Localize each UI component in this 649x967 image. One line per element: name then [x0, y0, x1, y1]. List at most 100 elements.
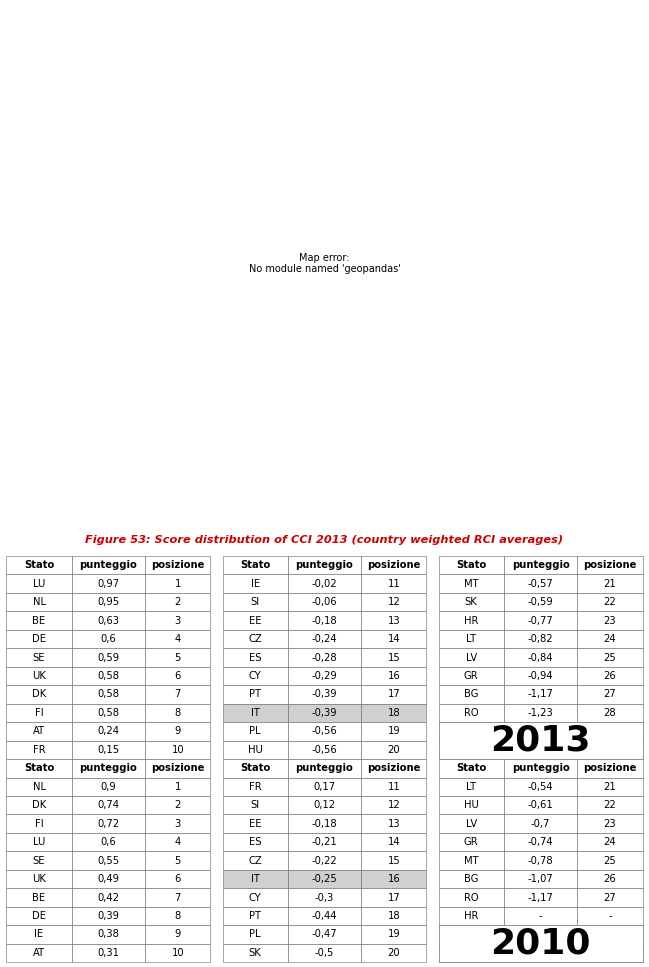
Text: 0,15: 0,15	[97, 745, 119, 755]
Text: DE: DE	[32, 634, 46, 644]
Text: EE: EE	[249, 616, 262, 626]
Bar	[578, 759, 643, 777]
Bar	[6, 814, 71, 833]
Text: 22: 22	[604, 598, 617, 607]
Text: 5: 5	[175, 653, 181, 662]
Bar	[71, 759, 145, 777]
Text: Stato: Stato	[456, 763, 486, 774]
Bar	[288, 907, 361, 925]
Text: 23: 23	[604, 616, 617, 626]
Bar	[288, 796, 361, 814]
Bar	[6, 851, 71, 870]
Text: LU: LU	[33, 578, 45, 589]
Text: 0,95: 0,95	[97, 598, 119, 607]
Text: DE: DE	[32, 911, 46, 921]
Bar	[6, 944, 71, 962]
Text: 0,55: 0,55	[97, 856, 119, 865]
Bar	[504, 796, 578, 814]
Bar	[361, 630, 426, 648]
Text: 0,6: 0,6	[101, 634, 116, 644]
Bar	[578, 851, 643, 870]
Text: 0,74: 0,74	[97, 801, 119, 810]
Text: BG: BG	[464, 689, 478, 699]
Text: -0,94: -0,94	[528, 671, 554, 681]
Text: 0,59: 0,59	[97, 653, 119, 662]
Bar	[71, 889, 145, 907]
Text: -0,25: -0,25	[312, 874, 337, 884]
Bar	[71, 593, 145, 611]
Bar	[145, 889, 210, 907]
Bar	[223, 574, 288, 593]
Bar	[6, 593, 71, 611]
Text: -0,7: -0,7	[531, 819, 550, 829]
Bar	[439, 704, 504, 722]
Bar	[223, 722, 288, 741]
Bar	[71, 796, 145, 814]
Bar	[439, 741, 504, 759]
Text: -0,77: -0,77	[528, 616, 554, 626]
Bar	[361, 648, 426, 667]
Bar	[578, 870, 643, 889]
Bar	[439, 611, 504, 630]
Text: 0,58: 0,58	[97, 708, 119, 718]
Bar	[6, 722, 71, 741]
Bar	[223, 944, 288, 962]
Bar	[578, 907, 643, 925]
Bar	[361, 667, 426, 686]
Bar	[71, 630, 145, 648]
Bar	[439, 925, 504, 944]
Text: GR: GR	[464, 671, 478, 681]
Text: DK: DK	[32, 801, 46, 810]
Text: AT: AT	[33, 726, 45, 737]
Text: 17: 17	[387, 893, 400, 902]
Text: punteggio: punteggio	[296, 560, 353, 571]
Bar	[71, 851, 145, 870]
Text: 27: 27	[604, 893, 617, 902]
Bar	[71, 833, 145, 851]
Text: MT: MT	[464, 578, 478, 589]
Text: 1: 1	[175, 578, 181, 589]
Text: UK: UK	[32, 671, 46, 681]
Text: 6: 6	[175, 671, 181, 681]
Bar	[504, 870, 578, 889]
Text: SI: SI	[251, 598, 260, 607]
Bar	[288, 759, 361, 777]
Bar	[6, 648, 71, 667]
Text: Stato: Stato	[240, 763, 270, 774]
Bar	[439, 870, 504, 889]
Text: posizione: posizione	[583, 763, 637, 774]
Bar	[578, 667, 643, 686]
Text: 8: 8	[175, 911, 181, 921]
Bar	[6, 611, 71, 630]
Text: IT: IT	[251, 708, 260, 718]
Bar	[145, 686, 210, 704]
Text: 11: 11	[387, 781, 400, 792]
Text: 0,58: 0,58	[97, 671, 119, 681]
Bar	[361, 686, 426, 704]
Bar	[361, 796, 426, 814]
Bar	[439, 777, 504, 796]
Text: 8: 8	[175, 708, 181, 718]
Bar	[6, 574, 71, 593]
Bar	[145, 925, 210, 944]
Bar	[6, 889, 71, 907]
Text: 0,38: 0,38	[97, 929, 119, 940]
Bar	[223, 611, 288, 630]
Bar	[145, 870, 210, 889]
Text: 3: 3	[175, 819, 181, 829]
Bar	[361, 704, 426, 722]
Bar	[6, 925, 71, 944]
Bar	[6, 870, 71, 889]
Bar	[504, 556, 578, 574]
Bar	[223, 907, 288, 925]
Text: -0,61: -0,61	[528, 801, 554, 810]
Bar	[223, 925, 288, 944]
Bar	[504, 630, 578, 648]
Bar	[439, 907, 504, 925]
Bar	[71, 814, 145, 833]
Text: ES: ES	[249, 837, 262, 847]
Bar	[361, 925, 426, 944]
Bar	[439, 630, 504, 648]
Bar	[288, 741, 361, 759]
Bar	[71, 574, 145, 593]
